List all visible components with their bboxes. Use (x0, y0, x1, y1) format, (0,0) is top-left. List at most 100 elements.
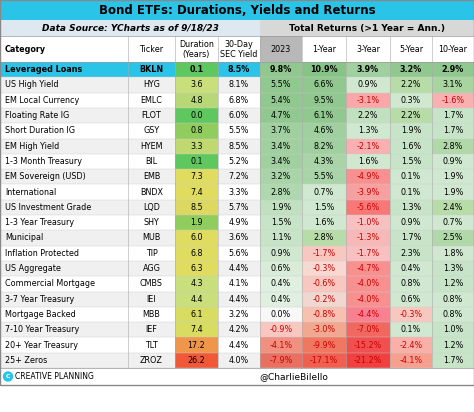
Text: 0.8%: 0.8% (443, 310, 463, 319)
Bar (390, 200, 432, 215)
Text: ZROZ: ZROZ (140, 356, 163, 365)
Text: 0.1%: 0.1% (401, 325, 421, 334)
Bar (390, 154, 432, 169)
Bar (346, 138, 390, 154)
Bar (432, 138, 474, 154)
Text: 1.2%: 1.2% (443, 341, 463, 349)
Bar (390, 215, 432, 230)
Bar (0, 322, 474, 337)
Bar (302, 154, 346, 169)
Text: Category: Category (5, 44, 46, 54)
Bar (346, 62, 390, 77)
Text: 4.1%: 4.1% (229, 279, 249, 288)
Bar (175, 292, 218, 307)
Text: 9.8%: 9.8% (270, 65, 292, 74)
Bar (346, 185, 390, 200)
Text: 4.6%: 4.6% (314, 126, 334, 136)
Text: 5.5%: 5.5% (271, 80, 291, 89)
Text: -15.2%: -15.2% (354, 341, 382, 349)
Bar (346, 108, 390, 123)
Text: 1.2%: 1.2% (443, 279, 463, 288)
Text: 1.5%: 1.5% (314, 203, 334, 212)
Bar (346, 169, 390, 185)
Text: 9.5%: 9.5% (314, 96, 334, 105)
Bar (346, 246, 390, 261)
Text: Leveraged Loans: Leveraged Loans (5, 65, 82, 74)
Text: 8.5%: 8.5% (228, 65, 250, 74)
Text: 4.0%: 4.0% (229, 356, 249, 365)
Text: 3.3%: 3.3% (229, 187, 249, 197)
Bar (175, 108, 218, 123)
Bar (175, 154, 218, 169)
Text: 2.8%: 2.8% (271, 187, 291, 197)
Text: 6.1%: 6.1% (314, 111, 334, 120)
Bar (390, 138, 432, 154)
Text: -21.2%: -21.2% (354, 356, 382, 365)
Bar (346, 230, 390, 246)
Text: 5.2%: 5.2% (229, 157, 249, 166)
Text: US Aggregate: US Aggregate (5, 264, 61, 273)
Text: 1-3 Month Treasury: 1-3 Month Treasury (5, 157, 82, 166)
Text: 2.2%: 2.2% (401, 111, 421, 120)
Text: IEI: IEI (147, 295, 156, 304)
Text: FLOT: FLOT (142, 111, 161, 120)
Text: -1.7%: -1.7% (312, 249, 336, 258)
Bar (260, 261, 302, 276)
Bar (0, 154, 474, 169)
Text: 1.3%: 1.3% (401, 203, 421, 212)
Bar (0, 36, 474, 62)
Bar (0, 353, 474, 368)
Text: 1.7%: 1.7% (401, 234, 421, 242)
Text: -2.4%: -2.4% (400, 341, 423, 349)
Text: -7.0%: -7.0% (356, 325, 380, 334)
Text: CREATIVE PLANNING: CREATIVE PLANNING (15, 372, 94, 381)
Bar (175, 322, 218, 337)
Text: 0.0%: 0.0% (271, 310, 291, 319)
Bar (260, 230, 302, 246)
Bar (302, 292, 346, 307)
Text: -2.1%: -2.1% (356, 142, 380, 151)
Text: -4.4%: -4.4% (356, 310, 380, 319)
Text: 1.5%: 1.5% (271, 218, 291, 227)
Text: 3-7 Year Treasury: 3-7 Year Treasury (5, 295, 74, 304)
Bar (260, 20, 474, 36)
Bar (432, 261, 474, 276)
Text: -0.8%: -0.8% (312, 310, 336, 319)
Text: 3.2%: 3.2% (229, 310, 249, 319)
Text: 4.7%: 4.7% (271, 111, 291, 120)
Bar (260, 292, 302, 307)
Bar (390, 230, 432, 246)
Text: Ticker: Ticker (139, 44, 164, 54)
Text: 1-3 Year Treasury: 1-3 Year Treasury (5, 218, 74, 227)
Text: 8.5%: 8.5% (229, 142, 249, 151)
Bar (302, 307, 346, 322)
Text: -3.1%: -3.1% (356, 96, 380, 105)
Text: 6.8%: 6.8% (229, 96, 249, 105)
Text: 1.8%: 1.8% (443, 249, 463, 258)
Text: Duration: Duration (179, 40, 214, 49)
Text: 0.6%: 0.6% (401, 295, 421, 304)
Text: SHY: SHY (144, 218, 159, 227)
Text: HYEM: HYEM (140, 142, 163, 151)
Bar (302, 62, 346, 77)
Bar (432, 62, 474, 77)
Text: 1.3%: 1.3% (358, 126, 378, 136)
Text: -1.7%: -1.7% (356, 249, 380, 258)
Text: 3.6%: 3.6% (229, 234, 249, 242)
Text: 2.3%: 2.3% (401, 249, 421, 258)
Bar (175, 169, 218, 185)
Text: 0.4%: 0.4% (271, 295, 291, 304)
Text: 3.2%: 3.2% (400, 65, 422, 74)
Bar (175, 230, 218, 246)
Text: 10-Year: 10-Year (438, 44, 467, 54)
Text: 6.6%: 6.6% (314, 80, 334, 89)
Bar (260, 108, 302, 123)
Text: -7.9%: -7.9% (269, 356, 292, 365)
Text: -17.1%: -17.1% (310, 356, 338, 365)
Text: MBB: MBB (143, 310, 160, 319)
Bar (432, 246, 474, 261)
Bar (432, 93, 474, 108)
Bar (390, 77, 432, 93)
Bar (175, 62, 218, 77)
Bar (260, 169, 302, 185)
